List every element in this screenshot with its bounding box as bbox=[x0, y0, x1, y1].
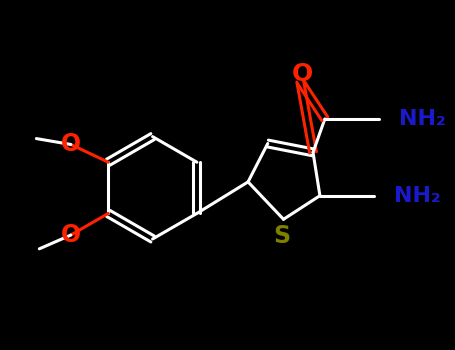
Text: NH₂: NH₂ bbox=[394, 186, 440, 206]
Text: O: O bbox=[61, 223, 81, 247]
Text: S: S bbox=[273, 224, 290, 248]
Text: O: O bbox=[61, 133, 81, 156]
Text: O: O bbox=[292, 62, 313, 86]
Text: NH₂: NH₂ bbox=[399, 109, 445, 129]
